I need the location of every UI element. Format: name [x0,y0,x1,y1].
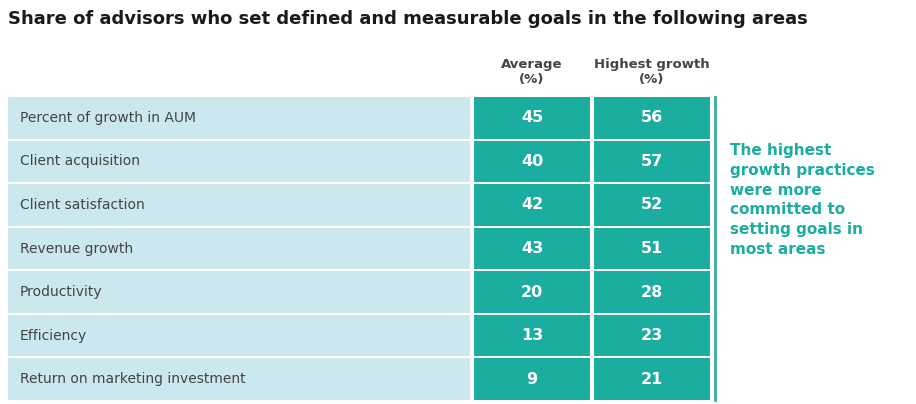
Text: 56: 56 [641,110,663,125]
Bar [594,228,710,269]
Bar [474,97,590,139]
Bar [474,315,590,356]
Text: 45: 45 [521,110,543,125]
Bar [594,271,710,313]
Text: Productivity: Productivity [20,285,103,299]
Text: Share of advisors who set defined and measurable goals in the following areas: Share of advisors who set defined and me… [8,10,808,28]
Text: Highest growth
(%): Highest growth (%) [594,58,710,86]
Bar [8,358,470,400]
Bar [8,271,470,313]
Text: 51: 51 [641,241,663,256]
Bar [594,97,710,139]
Bar [8,184,470,226]
Text: Efficiency: Efficiency [20,328,87,343]
Bar [8,315,470,356]
Bar [594,184,710,226]
Text: 57: 57 [641,154,663,169]
Text: Revenue growth: Revenue growth [20,242,133,255]
Text: Average
(%): Average (%) [501,58,562,86]
Text: 40: 40 [521,154,543,169]
Bar [474,358,590,400]
Text: 9: 9 [527,372,538,387]
Text: 42: 42 [521,198,543,213]
Text: 52: 52 [641,198,663,213]
Text: 21: 21 [641,372,663,387]
Bar [594,358,710,400]
Bar [474,271,590,313]
Text: Client acquisition: Client acquisition [20,154,140,168]
Bar [8,141,470,182]
Text: 20: 20 [521,284,543,300]
Bar [594,141,710,182]
Bar [594,315,710,356]
Bar [474,228,590,269]
Text: Client satisfaction: Client satisfaction [20,198,145,212]
Text: 23: 23 [641,328,663,343]
Text: The highest
growth practices
were more
committed to
setting goals in
most areas: The highest growth practices were more c… [730,143,875,257]
Text: Percent of growth in AUM: Percent of growth in AUM [20,111,196,125]
Text: 13: 13 [521,328,543,343]
Text: 28: 28 [641,284,663,300]
Bar [474,184,590,226]
Bar [8,228,470,269]
Text: 43: 43 [521,241,543,256]
Bar [8,97,470,139]
Bar [474,141,590,182]
Text: Return on marketing investment: Return on marketing investment [20,372,245,386]
